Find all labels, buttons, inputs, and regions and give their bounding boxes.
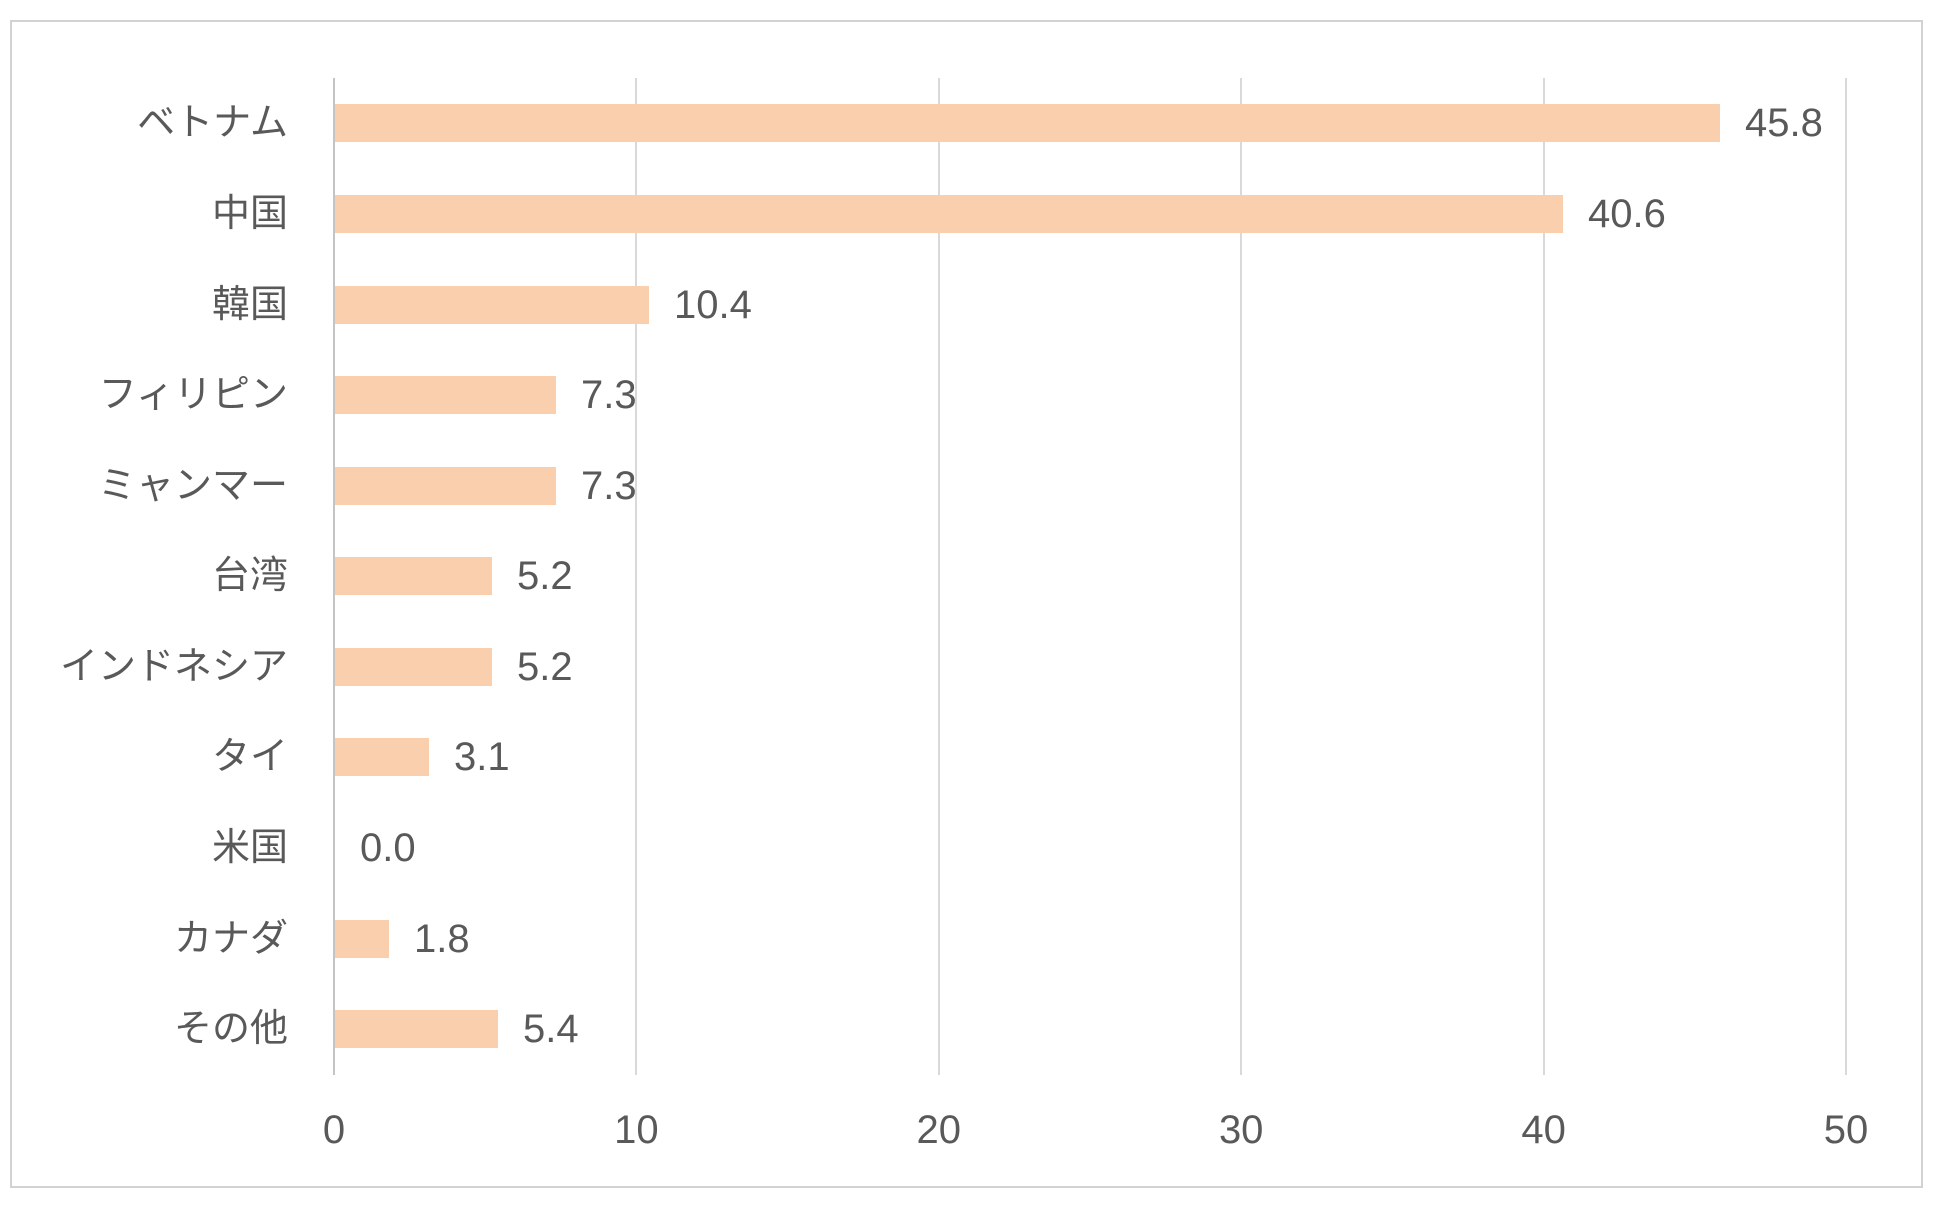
bar (335, 920, 389, 958)
bar (335, 648, 492, 686)
x-tick-label-20: 20 (916, 1107, 962, 1152)
category-label: その他 (173, 1008, 288, 1050)
category-label: ミャンマー (97, 465, 288, 507)
bar (335, 467, 556, 505)
x-tick-label-40: 40 (1521, 1107, 1566, 1152)
value-label: 5.4 (523, 1007, 579, 1051)
x-gridline-10 (635, 78, 638, 1075)
category-label: タイ (211, 736, 288, 778)
category-label: インドネシア (59, 646, 288, 688)
value-label: 7.3 (581, 464, 637, 508)
bar (335, 557, 492, 595)
value-label: 45.8 (1745, 101, 1823, 145)
bar (335, 1010, 498, 1048)
x-tick-label-10: 10 (614, 1107, 659, 1152)
x-tick-label-0: 0 (322, 1107, 346, 1152)
x-gridline-20 (937, 78, 940, 1075)
category-label: 台湾 (211, 555, 288, 597)
bar (335, 104, 1720, 142)
x-gridline-50 (1845, 78, 1847, 1075)
value-label: 5.2 (517, 645, 573, 689)
bar (335, 286, 649, 324)
category-label: 米国 (211, 827, 288, 869)
x-gridline-30 (1240, 78, 1243, 1075)
category-label: カナダ (173, 918, 288, 960)
bar (335, 195, 1563, 233)
value-label: 3.1 (454, 735, 510, 779)
value-label: 0.0 (360, 826, 416, 870)
value-label: 1.8 (414, 917, 470, 961)
category-label: ベトナム (137, 102, 288, 144)
chart-frame: 0 10 20 30 40 50 ベトナム 45.8 中国 40.6 韓国 10.4 フィリピン 7.3 ミ… (10, 20, 1923, 1188)
value-label: 40.6 (1588, 192, 1666, 236)
bar (335, 376, 556, 414)
bar (335, 738, 429, 776)
value-label: 7.3 (581, 373, 637, 417)
category-label: 中国 (211, 193, 288, 235)
x-tick-label-50: 50 (1823, 1107, 1869, 1152)
category-label: 韓国 (211, 284, 288, 326)
x-tick-label-30: 30 (1218, 1107, 1264, 1152)
x-gridline-40 (1542, 78, 1545, 1075)
value-label: 10.4 (674, 283, 752, 327)
value-label: 5.2 (517, 554, 573, 598)
category-label: フィリピン (98, 374, 288, 416)
y-axis-zero-line (333, 78, 335, 1075)
